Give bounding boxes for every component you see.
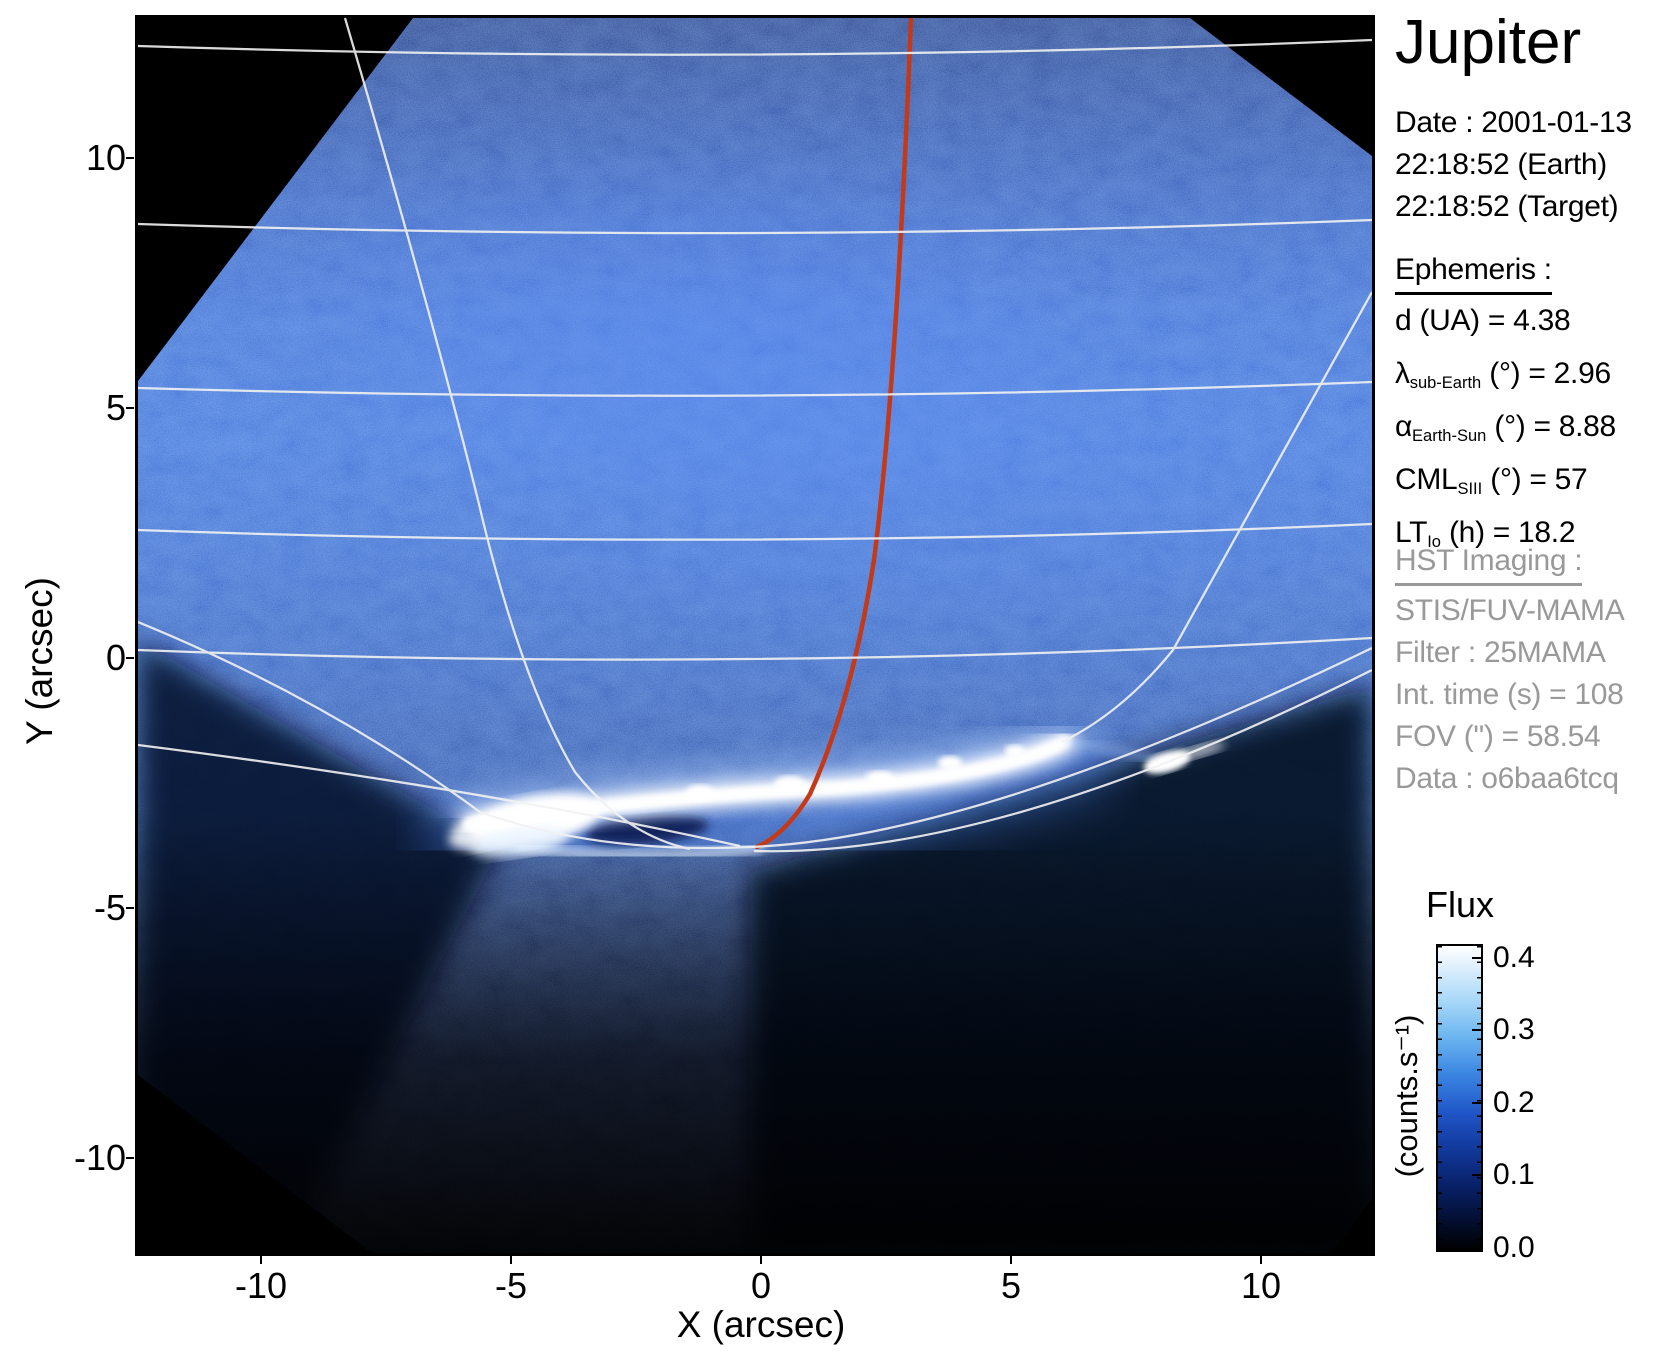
ytick-0: 0 — [105, 637, 126, 678]
ytick-5: 5 — [105, 387, 126, 428]
colorbar-major-tick — [1472, 1174, 1481, 1176]
aurora-oval — [421, 715, 1226, 879]
colorbar-major-tick — [1472, 957, 1481, 959]
filter-line: Filter : 25MAMA — [1395, 636, 1606, 669]
page-title: Jupiter — [1395, 8, 1582, 77]
ephemeris-row-cml: CMLSIII (°) = 57 — [1395, 458, 1616, 511]
hst-imaging-block: HST Imaging : STIS/FUV-MAMA Filter : 25M… — [1395, 540, 1625, 800]
x-axis-tick — [760, 1256, 762, 1264]
colorbar-minor-ticks-left — [1438, 946, 1442, 1250]
x-axis-tick — [510, 1256, 512, 1264]
ephemeris-block: Ephemeris : d (UA) = 4.38 λsub-Earth (°)… — [1395, 248, 1616, 564]
ephemeris-row-distance: d (UA) = 4.38 — [1395, 299, 1616, 352]
ephemeris-symbol: LT — [1395, 515, 1428, 549]
colorbar-unit-label: (counts.s⁻¹) — [1389, 1014, 1424, 1178]
ephemeris-row-phase-angle: αEarth-Sun (°) = 8.88 — [1395, 405, 1616, 458]
ephemeris-row-io-localtime: LTIo (h) = 18.2 — [1395, 511, 1616, 564]
data-id-line: Data : o6baa6tcq — [1395, 762, 1619, 795]
x-axis-tick — [1010, 1256, 1012, 1264]
colorbar-tick-02: 0.2 — [1493, 1086, 1535, 1119]
ephemeris-subscript: Io — [1427, 532, 1441, 551]
date-line: Date : 2001-01-13 — [1395, 106, 1632, 139]
ephemeris-header: Ephemeris : — [1395, 248, 1552, 295]
earth-time-line: 22:18:52 (Earth) — [1395, 148, 1607, 181]
colorbar-minor-ticks-right — [1477, 946, 1481, 1250]
y-axis-tick — [126, 907, 134, 909]
ephemeris-value: (h) = 18.2 — [1440, 515, 1576, 549]
hst-imaging-header: HST Imaging : — [1395, 540, 1583, 586]
y-axis-tick — [126, 1157, 134, 1159]
fov-line: FOV (") = 58.54 — [1395, 720, 1601, 753]
xtick-10: 10 — [1240, 1265, 1282, 1306]
y-axis-tick — [126, 657, 134, 659]
ephemeris-subscript: Earth-Sun — [1412, 426, 1487, 445]
y-axis-tick — [126, 407, 134, 409]
int-time-line: Int. time (s) = 108 — [1395, 678, 1624, 711]
xtick-5: 5 — [1000, 1265, 1022, 1306]
ephemeris-value: (°) = 57 — [1482, 462, 1588, 496]
instrument-line: STIS/FUV-MAMA — [1395, 594, 1625, 627]
target-time-line: 22:18:52 (Target) — [1395, 190, 1619, 223]
y-axis-tick — [126, 157, 134, 159]
colorbar-tick-03: 0.3 — [1493, 1013, 1535, 1046]
colorbar-major-tick — [1472, 1102, 1481, 1104]
x-axis-tick — [1260, 1256, 1262, 1264]
ephemeris-value: (°) = 8.88 — [1486, 409, 1616, 443]
ytick-m10: -10 — [73, 1137, 126, 1178]
xtick-m5: -5 — [494, 1265, 527, 1306]
ephemeris-symbol: λ — [1395, 356, 1410, 390]
graticule-lines — [138, 18, 1372, 853]
image-plot-area — [135, 15, 1375, 1256]
ytick-10: 10 — [85, 137, 126, 178]
colorbar-major-tick — [1472, 1029, 1481, 1031]
detector-fov — [138, 18, 1372, 1253]
ephemeris-value: (°) = 2.96 — [1481, 356, 1611, 390]
x-axis-tick — [260, 1256, 262, 1264]
ephemeris-symbol: CML — [1395, 462, 1458, 496]
ephemeris-subscript: SIII — [1457, 479, 1483, 498]
colorbar-title: Flux — [1425, 884, 1494, 925]
colorbar-tick-04: 0.4 — [1493, 941, 1535, 974]
y-axis-label: Y (arcsec) — [19, 577, 60, 745]
xtick-0: 0 — [750, 1265, 772, 1306]
flux-colorbar — [1436, 944, 1483, 1252]
colorbar-tick-00: 0.0 — [1493, 1231, 1535, 1264]
ephemeris-symbol: d (UA) — [1395, 304, 1480, 337]
ephemeris-row-subearth-lat: λsub-Earth (°) = 2.96 — [1395, 352, 1616, 405]
ephemeris-subscript: sub-Earth — [1409, 373, 1482, 392]
observation-date-block: Date : 2001-01-13 22:18:52 (Earth) 22:18… — [1395, 102, 1632, 228]
fov-image — [138, 18, 1372, 1253]
xtick-m10: -10 — [234, 1265, 288, 1306]
colorbar-tick-01: 0.1 — [1493, 1158, 1535, 1191]
ephemeris-symbol: α — [1395, 409, 1413, 443]
x-axis-label: X (arcsec) — [676, 1304, 846, 1345]
ephemeris-value: = 4.38 — [1479, 304, 1571, 337]
cml-meridian-line — [754, 18, 914, 850]
ytick-m5: -5 — [93, 887, 126, 928]
